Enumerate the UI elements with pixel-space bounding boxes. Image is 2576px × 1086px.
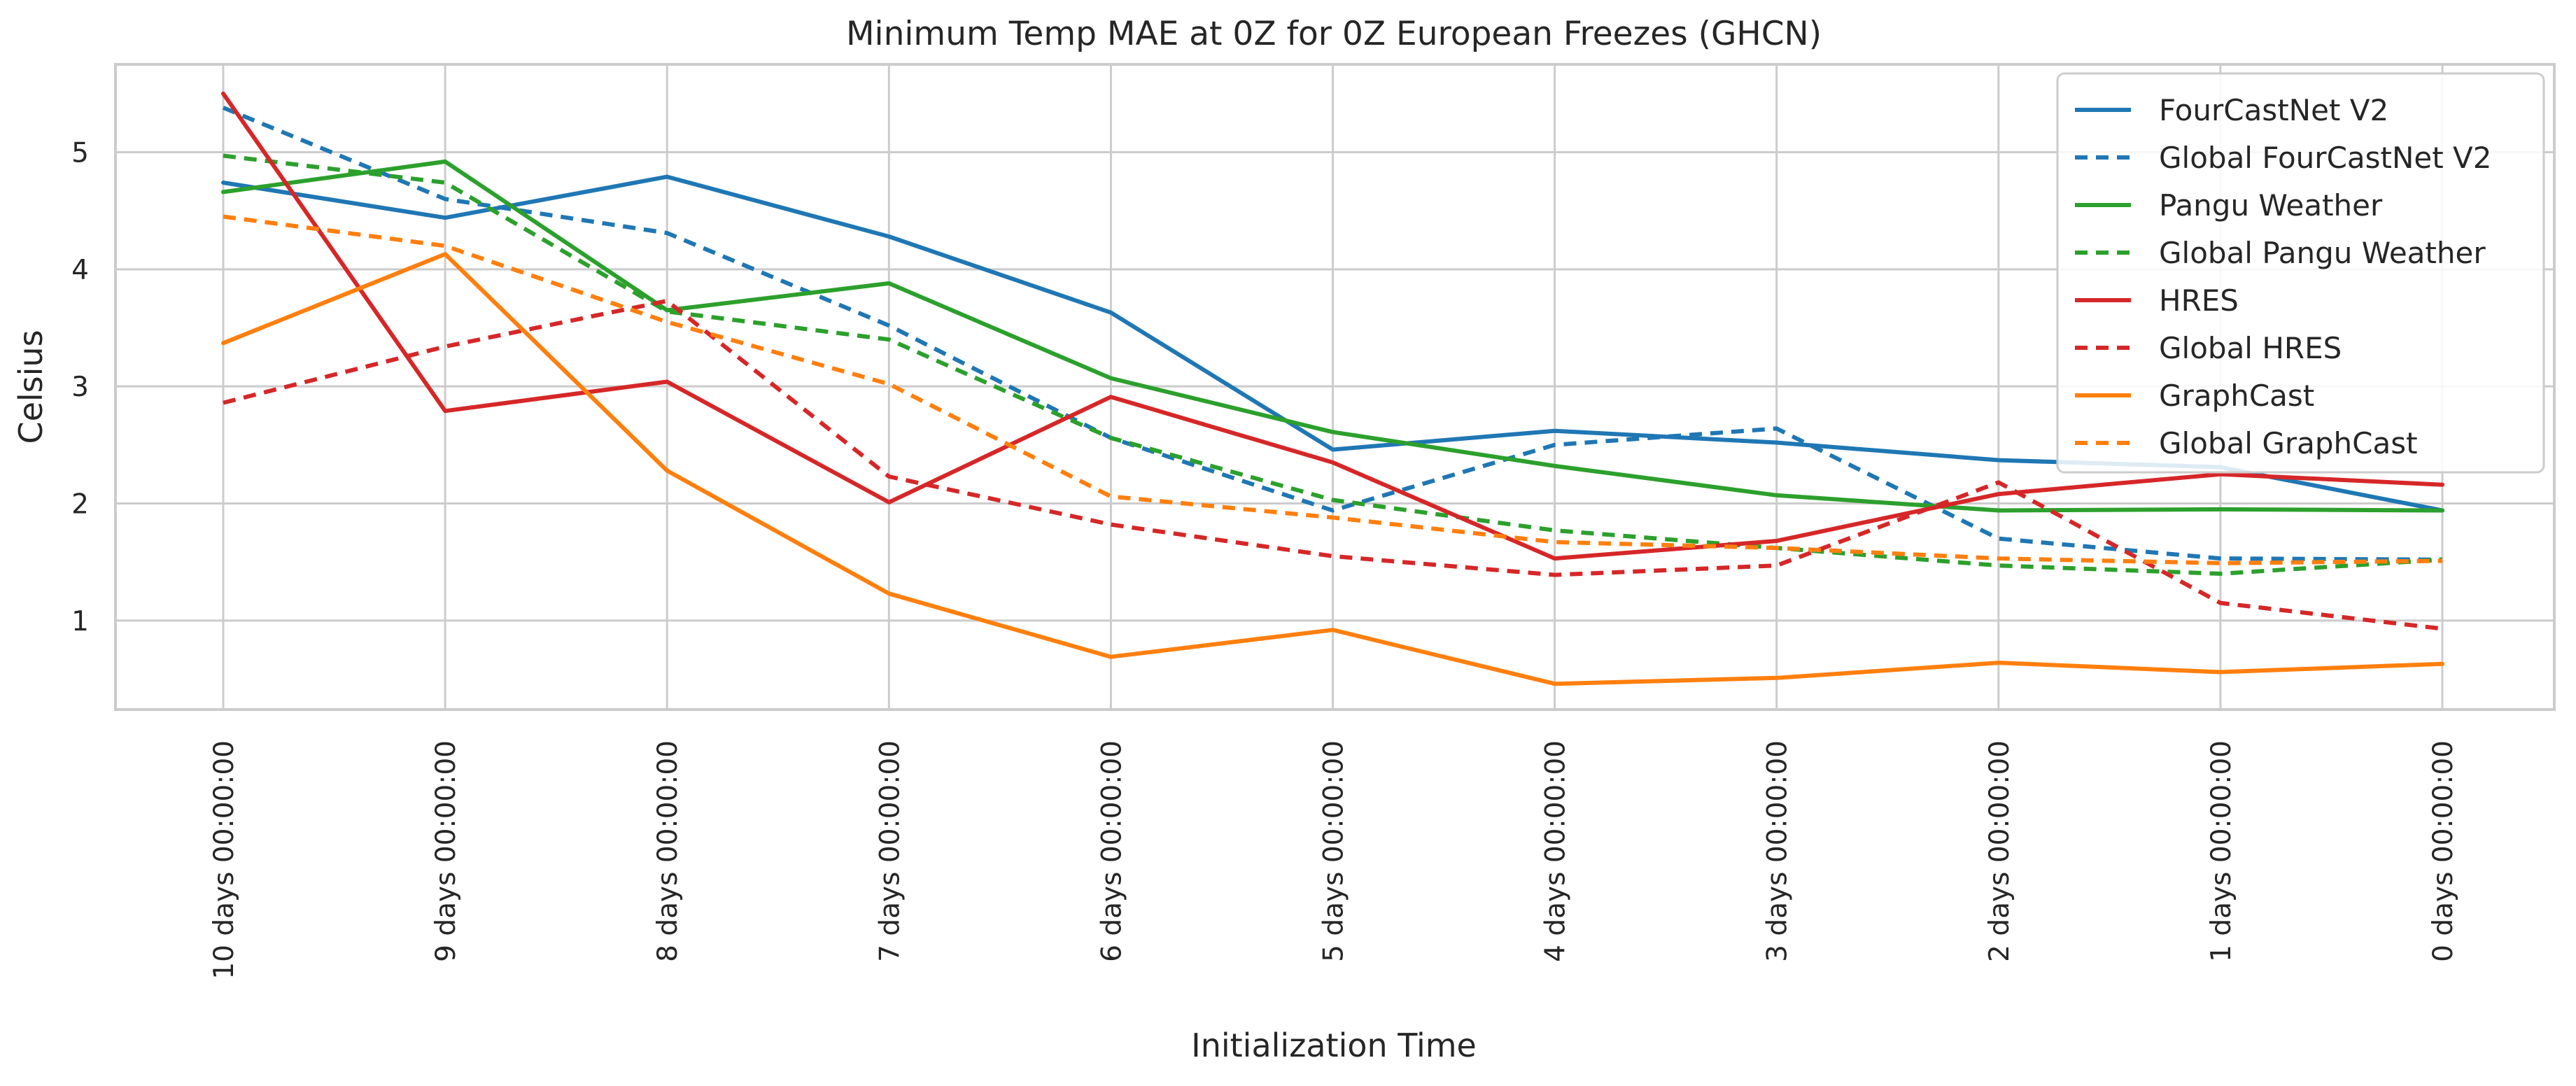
y-tick-label: 3 bbox=[71, 372, 89, 403]
x-tick-label: 9 days 00:00:00 bbox=[430, 740, 462, 962]
series-line-pangu-weather bbox=[221, 159, 2444, 513]
x-tick-label: 8 days 00:00:00 bbox=[652, 740, 684, 962]
legend-label-global-pangu-weather: Global Pangu Weather bbox=[2159, 236, 2486, 270]
series-line-global-pangu-weather bbox=[223, 153, 2443, 576]
series-layer bbox=[221, 91, 2444, 686]
x-tick-label: 0 days 00:00:00 bbox=[2428, 740, 2459, 962]
legend-label-fourcastnet-v2: FourCastNet V2 bbox=[2159, 93, 2388, 127]
x-tick-label: 1 days 00:00:00 bbox=[2206, 740, 2237, 962]
y-tick-label: 5 bbox=[71, 137, 89, 169]
y-tick-labels: 1 2 3 4 5 bbox=[71, 137, 89, 637]
series-line-global-graphcast bbox=[223, 214, 2443, 565]
legend: FourCastNet V2 Global FourCastNet V2 Pangu… bbox=[2056, 72, 2545, 474]
legend-label-hres: HRES bbox=[2159, 283, 2239, 318]
x-tick-labels: 10 days 00:00:00 9 days 00:00:00 8 days 00… bbox=[209, 740, 2459, 980]
x-tick-label: 7 days 00:00:00 bbox=[874, 740, 906, 962]
x-tick-label: 10 days 00:00:00 bbox=[209, 740, 240, 980]
legend-label-global-hres: Global HRES bbox=[2159, 331, 2342, 365]
chart-title: Minimum Temp MAE at 0Z for 0Z European F… bbox=[846, 15, 1822, 53]
series-line-global-fourcastnet-v2 bbox=[222, 106, 2443, 562]
series-line-hres bbox=[221, 91, 2444, 561]
y-tick-label: 4 bbox=[71, 255, 89, 286]
y-tick-label: 2 bbox=[71, 488, 89, 520]
series-line-graphcast bbox=[221, 252, 2444, 686]
x-tick-label: 3 days 00:00:00 bbox=[1762, 740, 1794, 962]
series-line-global-hres bbox=[223, 299, 2443, 631]
plot-frame bbox=[114, 63, 2556, 711]
y-axis-title: Celsius bbox=[12, 330, 50, 444]
legend-label-graphcast: GraphCast bbox=[2159, 379, 2314, 413]
x-tick-label: 5 days 00:00:00 bbox=[1318, 740, 1350, 962]
x-tick-label: 4 days 00:00:00 bbox=[1540, 740, 1572, 962]
legend-label-global-graphcast: Global GraphCast bbox=[2159, 426, 2418, 460]
legend-label-pangu-weather: Pangu Weather bbox=[2159, 188, 2383, 223]
y-tick-label: 1 bbox=[71, 606, 89, 637]
x-axis-title: Initialization Time bbox=[1191, 1027, 1477, 1064]
x-tick-label: 2 days 00:00:00 bbox=[1984, 740, 2015, 962]
legend-box bbox=[2056, 72, 2545, 474]
x-tick-label: 6 days 00:00:00 bbox=[1096, 740, 1127, 962]
legend-label-global-fourcastnet-v2: Global FourCastNet V2 bbox=[2159, 141, 2492, 175]
